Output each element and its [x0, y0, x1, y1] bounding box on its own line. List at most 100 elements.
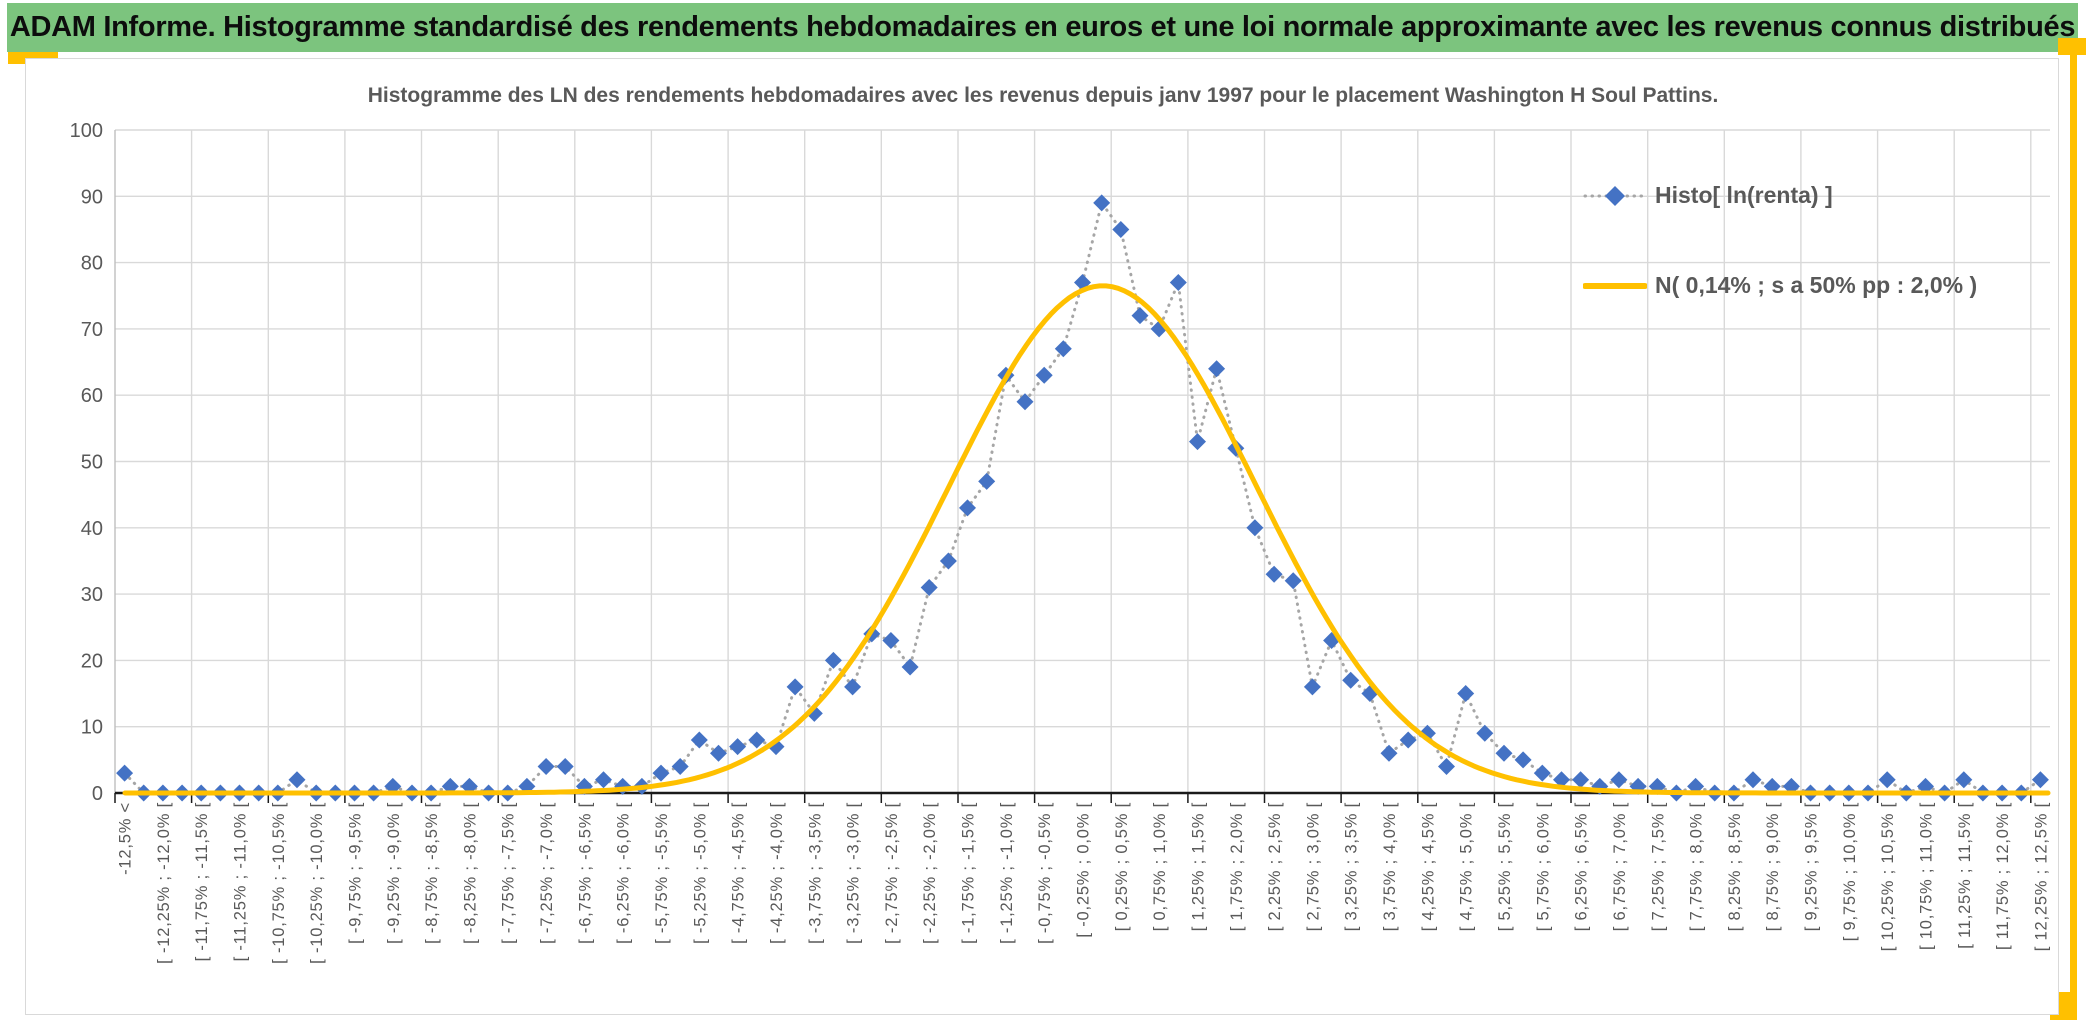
data-point-diamond[interactable]	[1284, 572, 1302, 590]
data-point-diamond[interactable]	[1112, 221, 1130, 238]
x-axis-label: [ 7,75% ; 8,0% [	[1688, 802, 1706, 931]
data-point-diamond[interactable]	[1169, 274, 1187, 291]
data-point-diamond[interactable]	[1054, 340, 1072, 358]
data-point-diamond[interactable]	[1744, 771, 1762, 789]
data-point-diamond[interactable]	[1514, 751, 1532, 769]
legend-entry-histogram[interactable]: Histo[ ln(renta) ]	[1583, 182, 1833, 209]
data-point-diamond[interactable]	[901, 658, 919, 676]
y-axis-label: 80	[81, 253, 103, 275]
data-point-diamond[interactable]	[786, 678, 804, 696]
x-axis-label: [ 7,25% ; 7,5% [	[1649, 802, 1667, 931]
header-title: ADAM Informe. Histogramme standardisé de…	[9, 11, 2076, 43]
data-point-diamond[interactable]	[2031, 771, 2049, 789]
x-axis-label: [ -1,25% ; -1,0% [	[998, 802, 1016, 944]
yellow-accent-right-strip	[2070, 55, 2077, 992]
y-axis-label: 0	[92, 783, 103, 805]
data-point-diamond[interactable]	[1131, 307, 1149, 325]
normal-curve[interactable]	[122, 283, 2051, 796]
y-axis-label: 60	[81, 385, 103, 407]
data-point-diamond[interactable]	[556, 758, 574, 775]
x-axis-label: [ 0,25% ; 0,5% [	[1113, 802, 1131, 931]
data-point-diamond[interactable]	[1533, 764, 1551, 782]
x-axis-label: -12,5% <	[117, 802, 135, 875]
data-point-diamond[interactable]	[920, 579, 938, 596]
x-axis-label: [ 1,25% ; 1,5% [	[1190, 802, 1208, 931]
data-point-diamond[interactable]	[690, 731, 708, 749]
x-axis-label: [ -9,25% ; -9,0% [	[385, 802, 403, 944]
x-axis-label: [ 6,75% ; 7,0% [	[1611, 802, 1629, 931]
data-point-diamond[interactable]	[671, 758, 689, 775]
y-axis-label: 40	[81, 518, 103, 540]
x-axis-label: [ -12,25% ; -12,0% [	[155, 802, 173, 964]
data-point-diamond[interactable]	[748, 731, 766, 749]
x-axis-label: [ -11,75% ; -11,5% [	[193, 802, 211, 961]
y-axis-label: 30	[81, 584, 103, 606]
data-point-diamond[interactable]	[1342, 671, 1360, 689]
y-axis-label: 10	[81, 717, 103, 739]
data-point-diamond[interactable]	[1495, 744, 1513, 762]
data-point-diamond[interactable]	[844, 678, 862, 696]
x-axis-label: [ -2,75% ; -2,5% [	[883, 802, 901, 944]
data-point-diamond[interactable]	[1457, 685, 1475, 702]
data-point-diamond[interactable]	[1553, 771, 1570, 789]
data-point-diamond[interactable]	[1610, 771, 1628, 789]
x-axis-label: [ -5,75% ; -5,5% [	[653, 802, 671, 944]
x-axis-label: [ 9,25% ; 9,5% [	[1803, 802, 1821, 931]
x-axis-label: [ 12,25% ; 12,5% [	[2032, 802, 2050, 951]
legend-entry-normal[interactable]: N( 0,14% ; s a 50% pp : 2,0% )	[1583, 272, 1977, 299]
x-axis-label: [ -6,75% ; -6,5% [	[576, 802, 594, 944]
x-axis-label: [ -10,25% ; -10,0% [	[308, 802, 326, 964]
y-axis-label: 20	[81, 650, 103, 672]
data-point-diamond[interactable]	[882, 632, 900, 649]
y-axis-label: 90	[81, 186, 103, 208]
data-point-diamond[interactable]	[978, 472, 996, 490]
legend-diamond-icon	[1605, 185, 1625, 206]
legend-marker-orange-line	[1583, 282, 1647, 289]
x-axis-label: [ 2,25% ; 2,5% [	[1266, 802, 1284, 931]
header-bar: ADAM Informe. Histogramme standardisé de…	[7, 3, 2078, 52]
data-point-diamond[interactable]	[1303, 678, 1321, 696]
data-point-diamond[interactable]	[1955, 771, 1973, 789]
x-axis-label: [ 8,75% ; 9,0% [	[1764, 802, 1782, 931]
chart-area[interactable]	[25, 58, 2059, 1015]
data-point-diamond[interactable]	[1093, 194, 1111, 212]
y-axis-label: 50	[81, 452, 103, 474]
x-axis-label: [ -7,25% ; -7,0% [	[538, 802, 556, 944]
data-point-diamond[interactable]	[652, 764, 670, 782]
data-point-diamond[interactable]	[959, 499, 976, 517]
data-point-diamond[interactable]	[1476, 724, 1494, 742]
x-axis-label: [ 5,25% ; 5,5% [	[1496, 802, 1514, 931]
x-axis-label: [ -1,75% ; -1,5% [	[960, 802, 978, 944]
x-axis-label: [ -2,25% ; -2,0% [	[921, 802, 939, 944]
data-point-diamond[interactable]	[1189, 433, 1206, 451]
data-point-diamond[interactable]	[537, 758, 555, 775]
x-axis-label: [ -10,75% ; -10,5% [	[270, 802, 288, 964]
data-point-diamond[interactable]	[824, 651, 842, 669]
x-axis-label: [ 9,75% ; 10,0% [	[1841, 802, 1859, 941]
data-point-diamond[interactable]	[710, 744, 727, 762]
data-point-diamond[interactable]	[939, 552, 957, 570]
y-axis-label: 70	[81, 319, 103, 341]
x-axis-label: [ 3,25% ; 3,5% [	[1343, 802, 1361, 931]
data-point-diamond[interactable]	[1399, 731, 1417, 749]
data-point-diamond[interactable]	[595, 771, 612, 789]
data-point-diamond[interactable]	[1208, 360, 1226, 378]
data-point-diamond[interactable]	[1878, 771, 1896, 789]
x-axis-label: [ 2,75% ; 3,0% [	[1304, 802, 1322, 931]
x-axis-label: [ 5,75% ; 6,0% [	[1534, 802, 1552, 931]
data-point-diamond[interactable]	[1380, 744, 1398, 762]
data-point-diamond[interactable]	[1016, 393, 1034, 411]
data-point-diamond[interactable]	[1246, 519, 1264, 537]
data-point-diamond[interactable]	[1035, 366, 1053, 384]
data-point-diamond[interactable]	[1572, 771, 1590, 789]
data-point-diamond[interactable]	[729, 738, 747, 756]
x-axis-label: [ -4,25% ; -4,0% [	[768, 802, 786, 944]
x-axis-label: [ 10,25% ; 10,5% [	[1879, 802, 1897, 951]
data-point-diamond[interactable]	[1438, 758, 1455, 775]
data-point-diamond[interactable]	[288, 771, 306, 789]
data-point-diamond[interactable]	[1265, 565, 1283, 583]
data-point-diamond[interactable]	[116, 764, 134, 782]
x-axis-label: [ 3,75% ; 4,0% [	[1381, 802, 1399, 931]
